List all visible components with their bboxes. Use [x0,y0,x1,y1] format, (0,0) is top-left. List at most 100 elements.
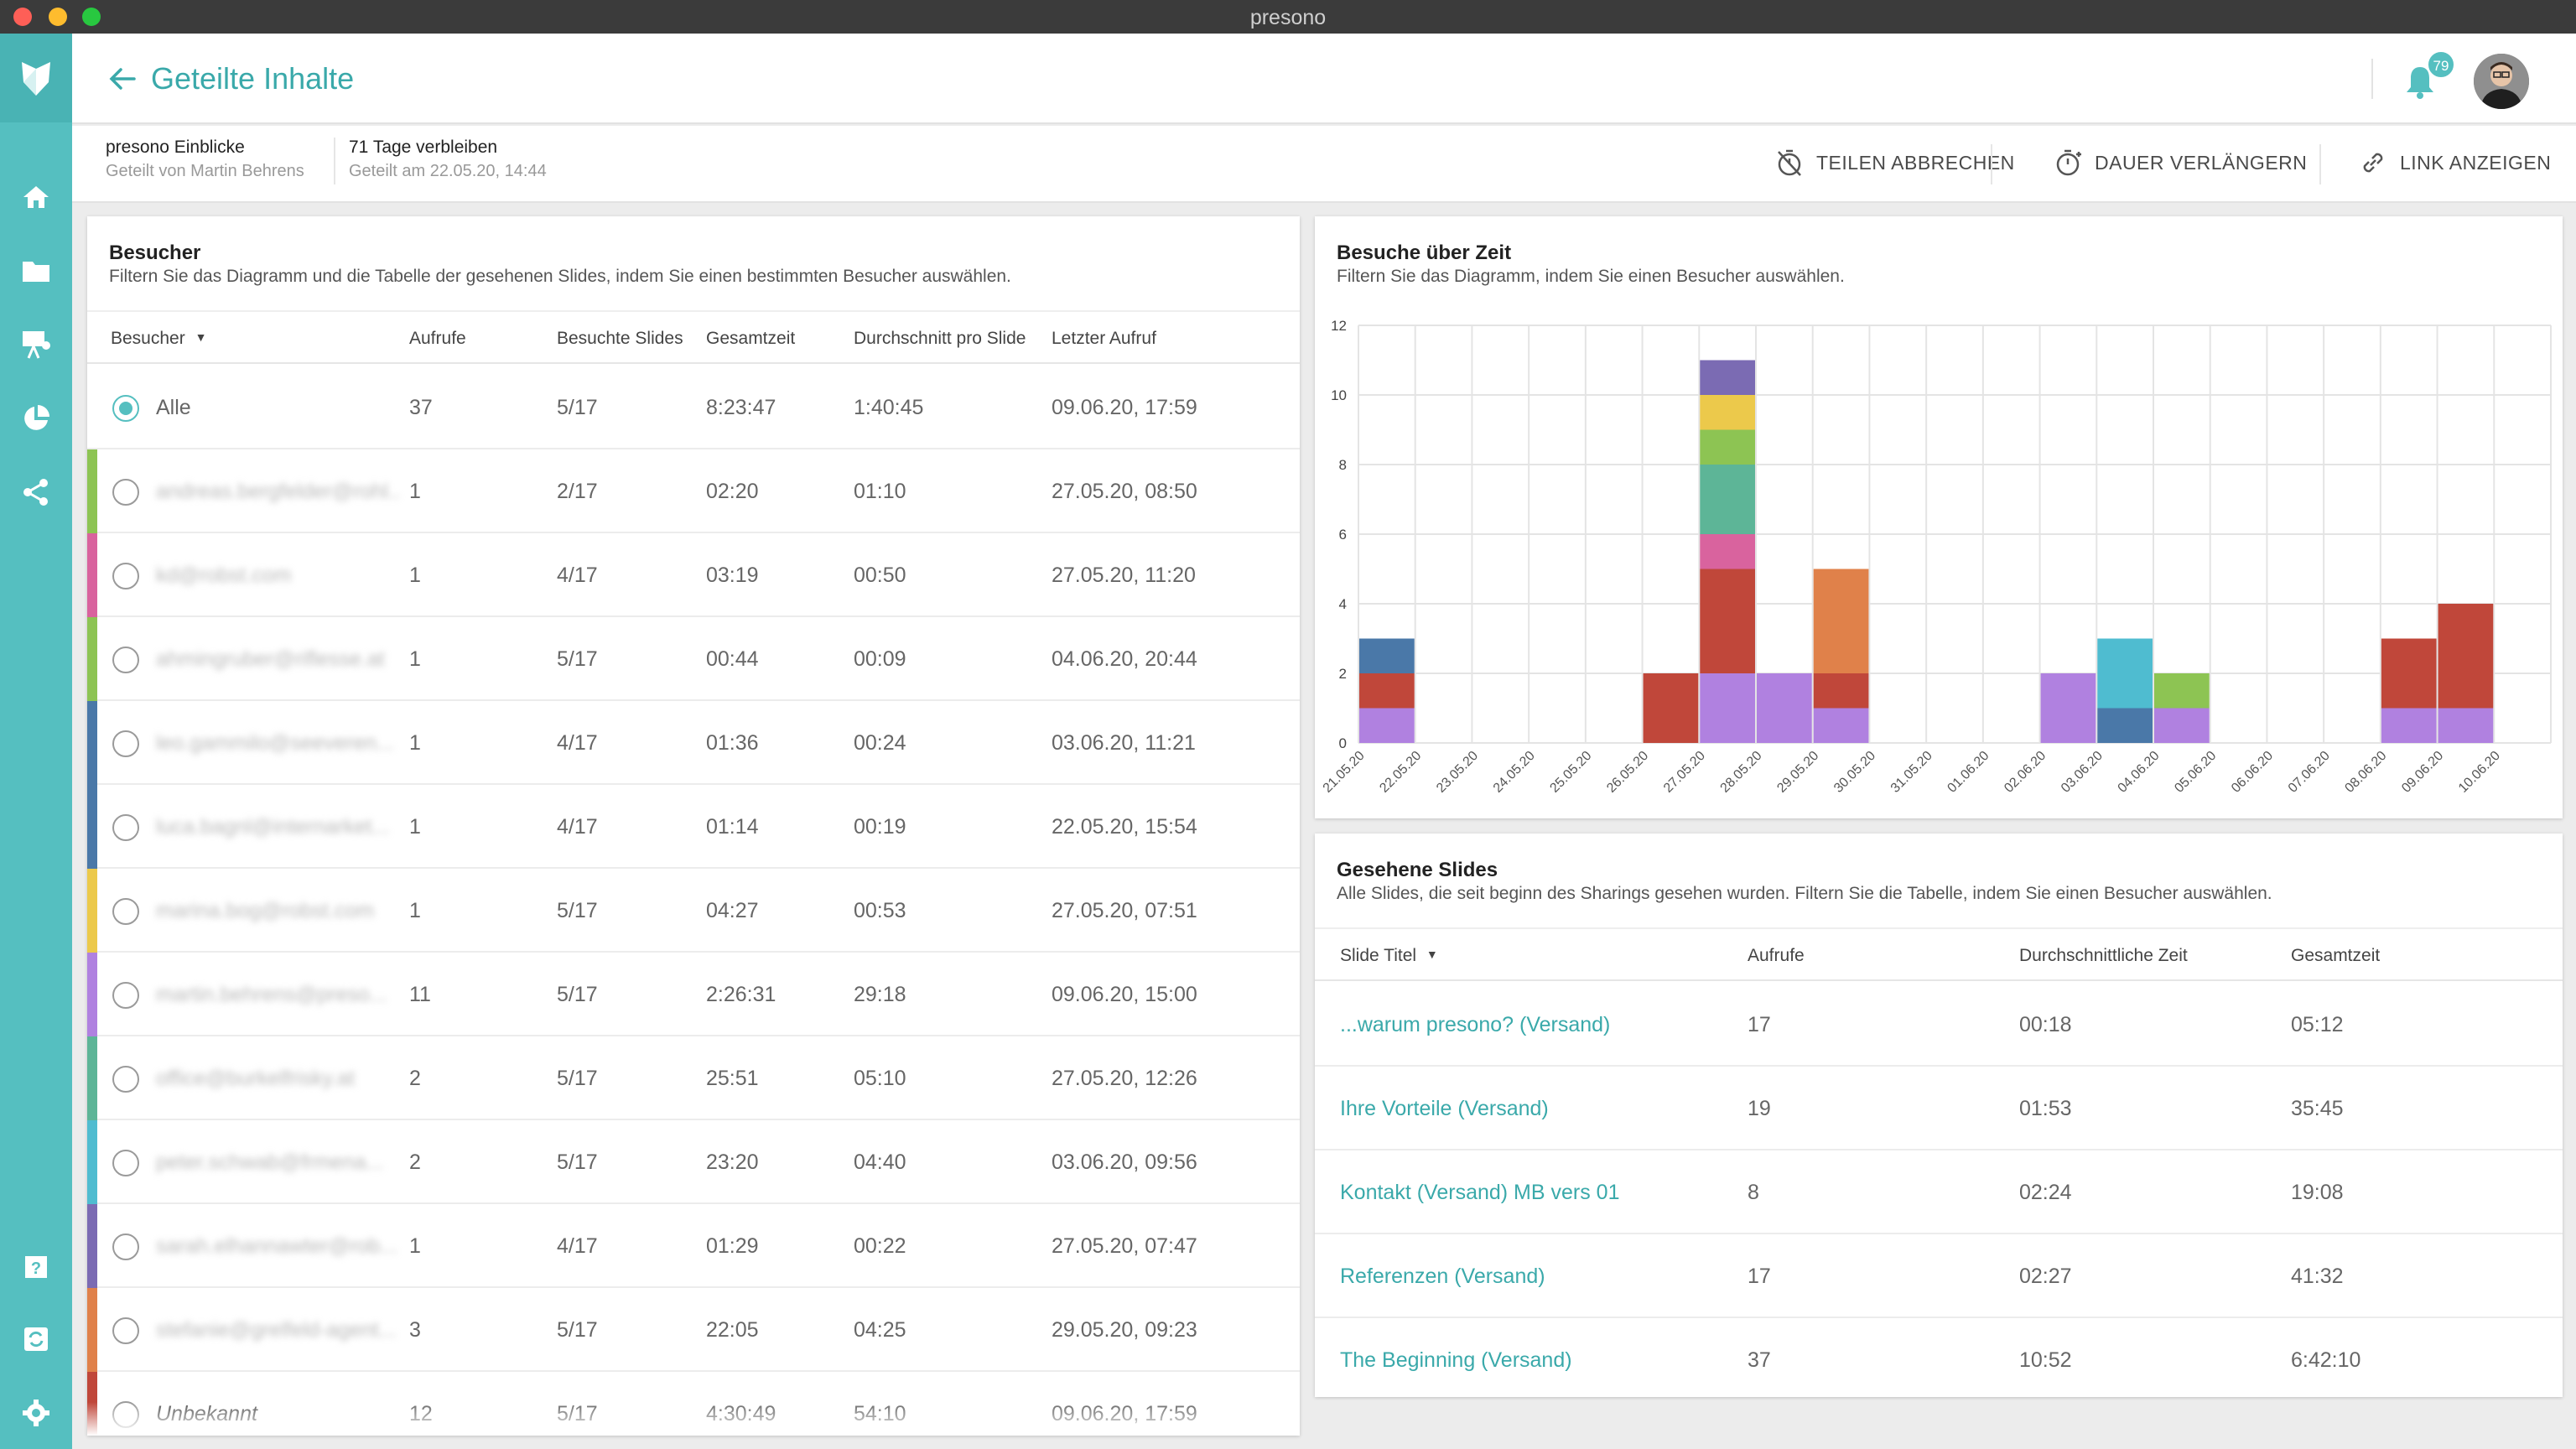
visitor-views: 1 [409,564,421,587]
visitor-radio-button[interactable] [112,730,139,757]
folder-icon[interactable] [18,253,54,288]
slides-subtitle: Alle Slides, die seit beginn des Sharing… [1337,884,2272,903]
visitor-last-view: 03.06.20, 11:21 [1052,731,1196,755]
visitor-row[interactable]: andreas.bergfelder@rohl... 1 2/17 02:20 01:1… [87,449,1300,533]
slide-row[interactable]: The Beginning (Versand) 37 10:52 6:42:10 [1315,1318,2563,1402]
user-avatar[interactable] [2474,54,2529,109]
visitor-radio-button[interactable] [112,898,139,925]
visitor-visited-slides: 4/17 [557,815,598,839]
visitor-views: 37 [409,396,433,419]
share-name-block: presono Einblicke Geteilt von Martin Beh… [106,138,304,181]
slide-row[interactable]: Ihre Vorteile (Versand) 19 01:53 35:45 [1315,1067,2563,1150]
visitor-name: marina.bog@robst.com [156,899,375,922]
visitor-visited-slides: 4/17 [557,564,598,587]
visitor-total-time: 03:19 [706,564,759,587]
x-tick-label: 07.06.20 [2286,749,2333,796]
presono-logo-icon[interactable] [0,34,72,122]
column-header-visitor[interactable]: Besucher ▼ [111,329,206,349]
slides-title: Gesehene Slides [1337,859,1498,881]
visitor-row[interactable]: office@burkelfrisky.at 2 5/17 25:51 05:10 27.… [87,1036,1300,1120]
presentation-icon[interactable] [18,327,54,362]
share-name: presono Einblicke [106,138,245,157]
share-icon[interactable] [18,475,54,510]
visitor-row[interactable]: stefanie@grelfeld-agent... 3 5/17 22:05 04:2… [87,1288,1300,1372]
visitor-row[interactable]: Alle 37 5/17 8:23:47 1:40:45 09.06.20, 17:59 [87,366,1300,449]
settings-icon[interactable] [18,1395,54,1431]
back-arrow-icon[interactable] [106,62,139,96]
slide-avg-time: 00:18 [2019,1013,2072,1036]
pie-chart-icon[interactable] [18,401,54,436]
visitor-row[interactable]: leo.gammilo@seeveren... 1 4/17 01:36 00:24 03… [87,701,1300,785]
slide-title-link[interactable]: Kontakt (Versand) MB vers 01 [1340,1181,1620,1204]
help-icon[interactable]: ? [18,1249,54,1285]
visitor-radio-button[interactable] [112,1150,139,1176]
visitors-card: Besucher Filtern Sie das Diagramm und di… [87,216,1300,1436]
window-minimize-button[interactable] [49,8,67,26]
visitor-row[interactable]: luca.bagnl@internarket... 1 4/17 01:14 00:19… [87,785,1300,869]
x-tick-label: 26.05.20 [1604,749,1651,796]
visitor-row[interactable]: ahmingruber@riflesse.at 1 5/17 00:44 00:09 04… [87,617,1300,701]
visitor-avg-per-slide: 29:18 [854,983,906,1006]
column-header-slide-views[interactable]: Aufrufe [1748,946,1805,965]
visitor-radio-button[interactable] [112,982,139,1009]
slide-views: 17 [1748,1265,1771,1288]
window-close-button[interactable] [13,8,32,26]
column-header-last-view[interactable]: Letzter Aufruf [1052,329,1156,348]
column-header-avg-time[interactable]: Durchschnittliche Zeit [2019,946,2188,965]
visitor-total-time: 02:20 [706,480,759,503]
slide-title-link[interactable]: The Beginning (Versand) [1340,1348,1572,1372]
visitor-row[interactable]: marina.bog@robst.com 1 5/17 04:27 00:53 27.05… [87,869,1300,953]
x-tick-label: 03.06.20 [2059,749,2106,796]
x-tick-label: 01.06.20 [1945,749,1992,796]
column-header-visited-slides[interactable]: Besuchte Slides [557,329,683,348]
column-header-slide-title[interactable]: Slide Titel ▼ [1340,946,1438,966]
visitor-color-stripe [87,449,97,533]
visitor-row[interactable]: martin.behrens@preso... 11 5/17 2:26:31 29:1… [87,953,1300,1036]
visitor-radio-button[interactable] [112,647,139,673]
visitor-row[interactable]: peter.schwab@frmena... 2 5/17 23:20 04:40 03.… [87,1120,1300,1204]
cancel-sharing-button[interactable]: TEILEN ABBRECHEN [1774,148,2015,178]
column-header-slide-total[interactable]: Gesamtzeit [2291,946,2381,965]
visitor-last-view: 09.06.20, 15:00 [1052,983,1197,1006]
column-header-total-time[interactable]: Gesamtzeit [706,329,796,348]
slide-row[interactable]: ...warum presono? (Versand) 17 00:18 05:12 [1315,983,2563,1067]
slide-title-link[interactable]: Referenzen (Versand) [1340,1265,1545,1288]
slide-row[interactable]: Kontakt (Versand) MB vers 01 8 02:24 19:08 [1315,1150,2563,1234]
visitor-radio-button[interactable] [112,395,139,422]
slide-title-link[interactable]: ...warum presono? (Versand) [1340,1013,1611,1036]
window-zoom-button[interactable] [82,8,101,26]
x-tick-label: 27.05.20 [1661,749,1708,796]
y-tick-label: 4 [1339,596,1347,612]
visitor-color-stripe [87,785,97,869]
visitor-radio-button[interactable] [112,1317,139,1344]
visitor-radio-button[interactable] [112,563,139,589]
visitor-radio-button[interactable] [112,1233,139,1260]
slide-row[interactable]: Referenzen (Versand) 17 02:27 41:32 [1315,1234,2563,1318]
visitor-row[interactable]: sarah.elhannawter@rob... 1 4/17 01:29 00:22 2… [87,1204,1300,1288]
slide-title-link[interactable]: Ihre Vorteile (Versand) [1340,1097,1549,1120]
sync-icon[interactable] [18,1322,54,1357]
visitors-title: Besucher [109,242,201,264]
bell-icon[interactable] [2403,64,2437,101]
slide-total-time: 41:32 [2291,1265,2344,1288]
chart-bar-segment [2381,638,2437,709]
x-tick-label: 21.05.20 [1321,749,1368,796]
column-header-visitor-label: Besucher [111,329,185,348]
x-tick-label: 24.05.20 [1491,749,1538,796]
visitor-total-time: 23:20 [706,1150,759,1174]
home-icon[interactable] [18,179,54,215]
show-link-label: LINK ANZEIGEN [2400,151,2552,174]
visitor-last-view: 22.05.20, 15:54 [1052,815,1197,839]
chart-bar-segment [1700,673,1755,743]
visitor-views: 1 [409,815,421,839]
visitor-views: 1 [409,731,421,755]
visitor-radio-button[interactable] [112,814,139,841]
extend-duration-button[interactable]: DAUER VERLÄNGERN [2053,148,2307,178]
visitor-name: leo.gammilo@seeveren... [156,731,394,755]
column-header-views[interactable]: Aufrufe [409,329,466,348]
visitor-radio-button[interactable] [112,479,139,506]
show-link-button[interactable]: LINK ANZEIGEN [2358,148,2551,178]
column-header-avg-per-slide[interactable]: Durchschnitt pro Slide [854,329,1026,348]
visitor-row[interactable]: kd@robst.com 1 4/17 03:19 00:50 27.05.20, 11:… [87,533,1300,617]
visitor-radio-button[interactable] [112,1066,139,1093]
